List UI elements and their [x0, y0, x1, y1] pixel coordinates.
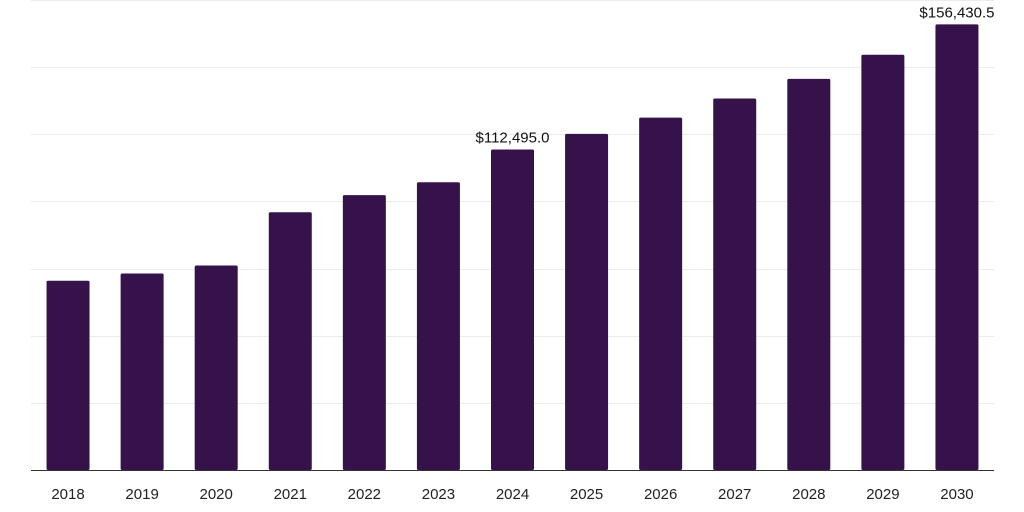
- bar-2024: [491, 149, 534, 470]
- x-tick-label-2018: 2018: [51, 486, 84, 503]
- bar-2018: [46, 280, 90, 470]
- x-tick-label-2027: 2027: [718, 486, 751, 503]
- x-tick-label-2026: 2026: [644, 486, 677, 503]
- bar-2027: [713, 98, 757, 470]
- bar-2029: [861, 54, 905, 470]
- data-label-2030: $156,430.5: [919, 4, 994, 21]
- x-tick-label-2028: 2028: [792, 486, 825, 503]
- x-tick-label-2024: 2024: [496, 486, 529, 503]
- bar-2023: [416, 182, 460, 470]
- data-label-2024: $112,495.0: [476, 130, 550, 147]
- x-tick-label-2029: 2029: [866, 486, 899, 503]
- bars: [46, 24, 979, 471]
- bar-2028: [787, 78, 831, 471]
- bar-2020: [194, 265, 238, 470]
- x-tick-label-2021: 2021: [274, 486, 307, 503]
- x-tick-label-2022: 2022: [348, 486, 381, 503]
- x-tick-label-2030: 2030: [940, 486, 973, 503]
- x-axis-ticks: 2018 2019 2020 2021 2022 2023 2024 2025 2026 2027…: [51, 486, 973, 503]
- bar-2019: [120, 273, 164, 470]
- data-labels: $112,495.0 $156,430.5: [476, 4, 995, 146]
- x-tick-label-2019: 2019: [125, 486, 158, 503]
- bar-2021: [268, 212, 312, 470]
- x-tick-label-2025: 2025: [570, 486, 603, 503]
- bar-2025: [565, 133, 609, 470]
- x-tick-label-2020: 2020: [200, 486, 233, 503]
- bar-2026: [639, 117, 683, 470]
- x-tick-label-2023: 2023: [422, 486, 455, 503]
- bar-2022: [342, 195, 386, 470]
- bar-2030: [935, 24, 979, 470]
